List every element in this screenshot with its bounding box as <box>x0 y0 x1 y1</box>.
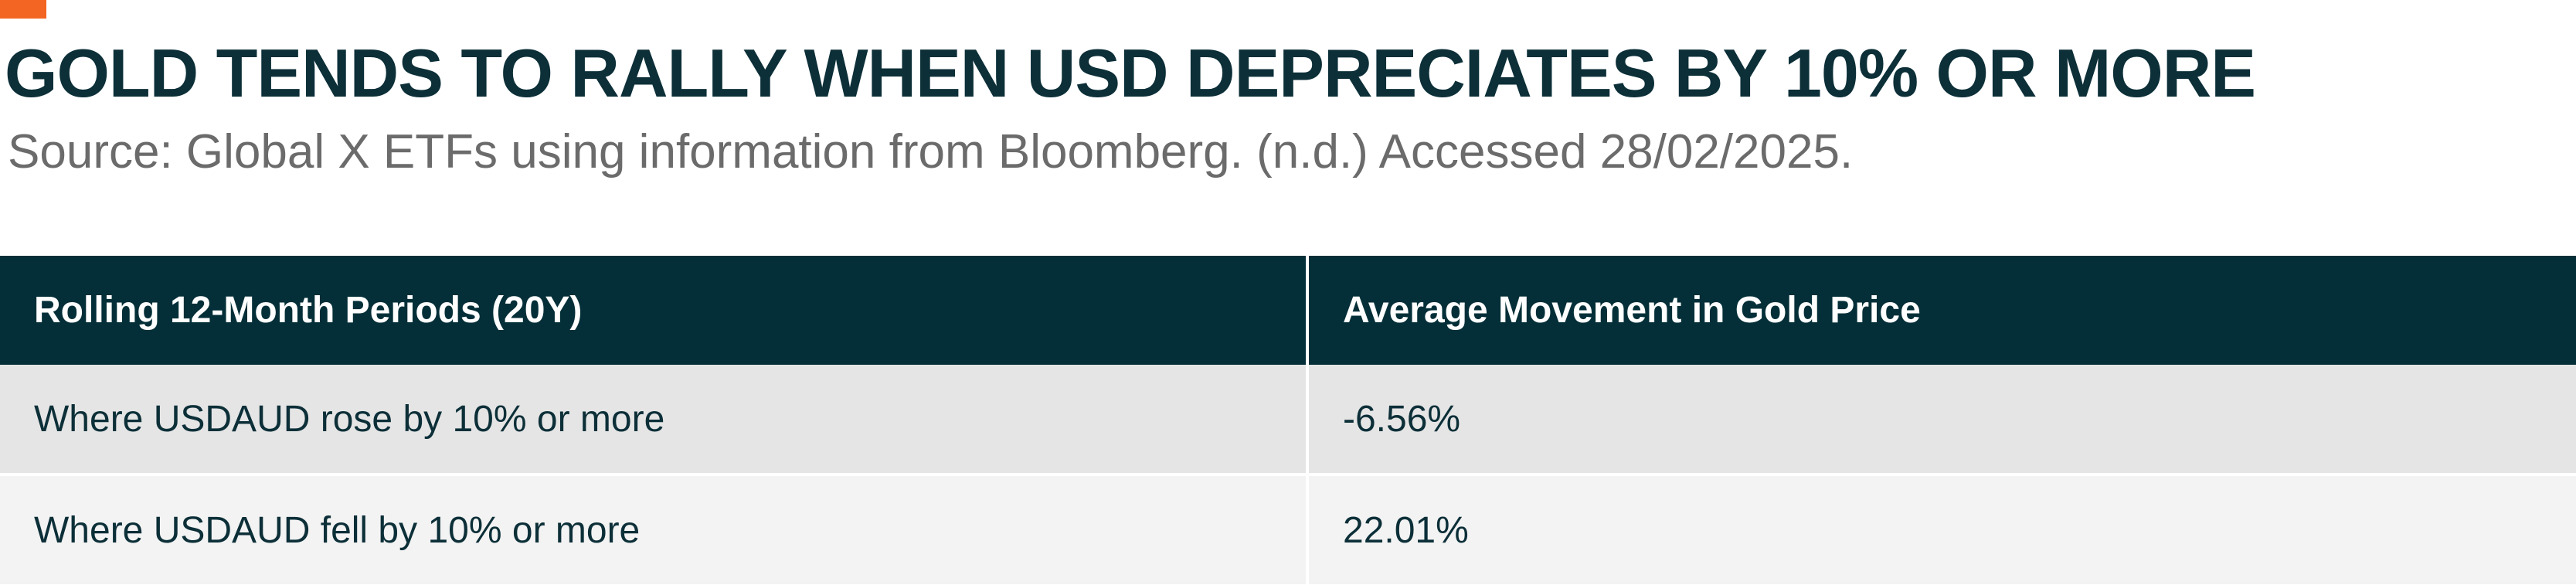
row-label-cell: Where USDAUD fell by 10% or more <box>0 473 1307 584</box>
row-label-cell: Where USDAUD rose by 10% or more <box>0 365 1307 474</box>
accent-bar <box>0 0 46 19</box>
data-table: Rolling 12-Month Periods (20Y) Average M… <box>0 256 2576 584</box>
table-header: Rolling 12-Month Periods (20Y) Average M… <box>0 256 2576 365</box>
table-row: Where USDAUD rose by 10% or more -6.56% <box>0 365 2576 474</box>
table-body: Where USDAUD rose by 10% or more -6.56% … <box>0 365 2576 584</box>
row-value-cell: 22.01% <box>1306 473 2576 584</box>
row-value-cell: -6.56% <box>1306 365 2576 474</box>
page-title: GOLD TENDS TO RALLY WHEN USD DEPRECIATES… <box>5 35 2256 111</box>
table-row: Where USDAUD fell by 10% or more 22.01% <box>0 473 2576 584</box>
source-note: Source: Global X ETFs using information … <box>8 125 1854 179</box>
header-row: Rolling 12-Month Periods (20Y) Average M… <box>0 256 2576 365</box>
column-header-gold-movement: Average Movement in Gold Price <box>1306 256 2576 365</box>
column-header-periods: Rolling 12-Month Periods (20Y) <box>0 256 1307 365</box>
